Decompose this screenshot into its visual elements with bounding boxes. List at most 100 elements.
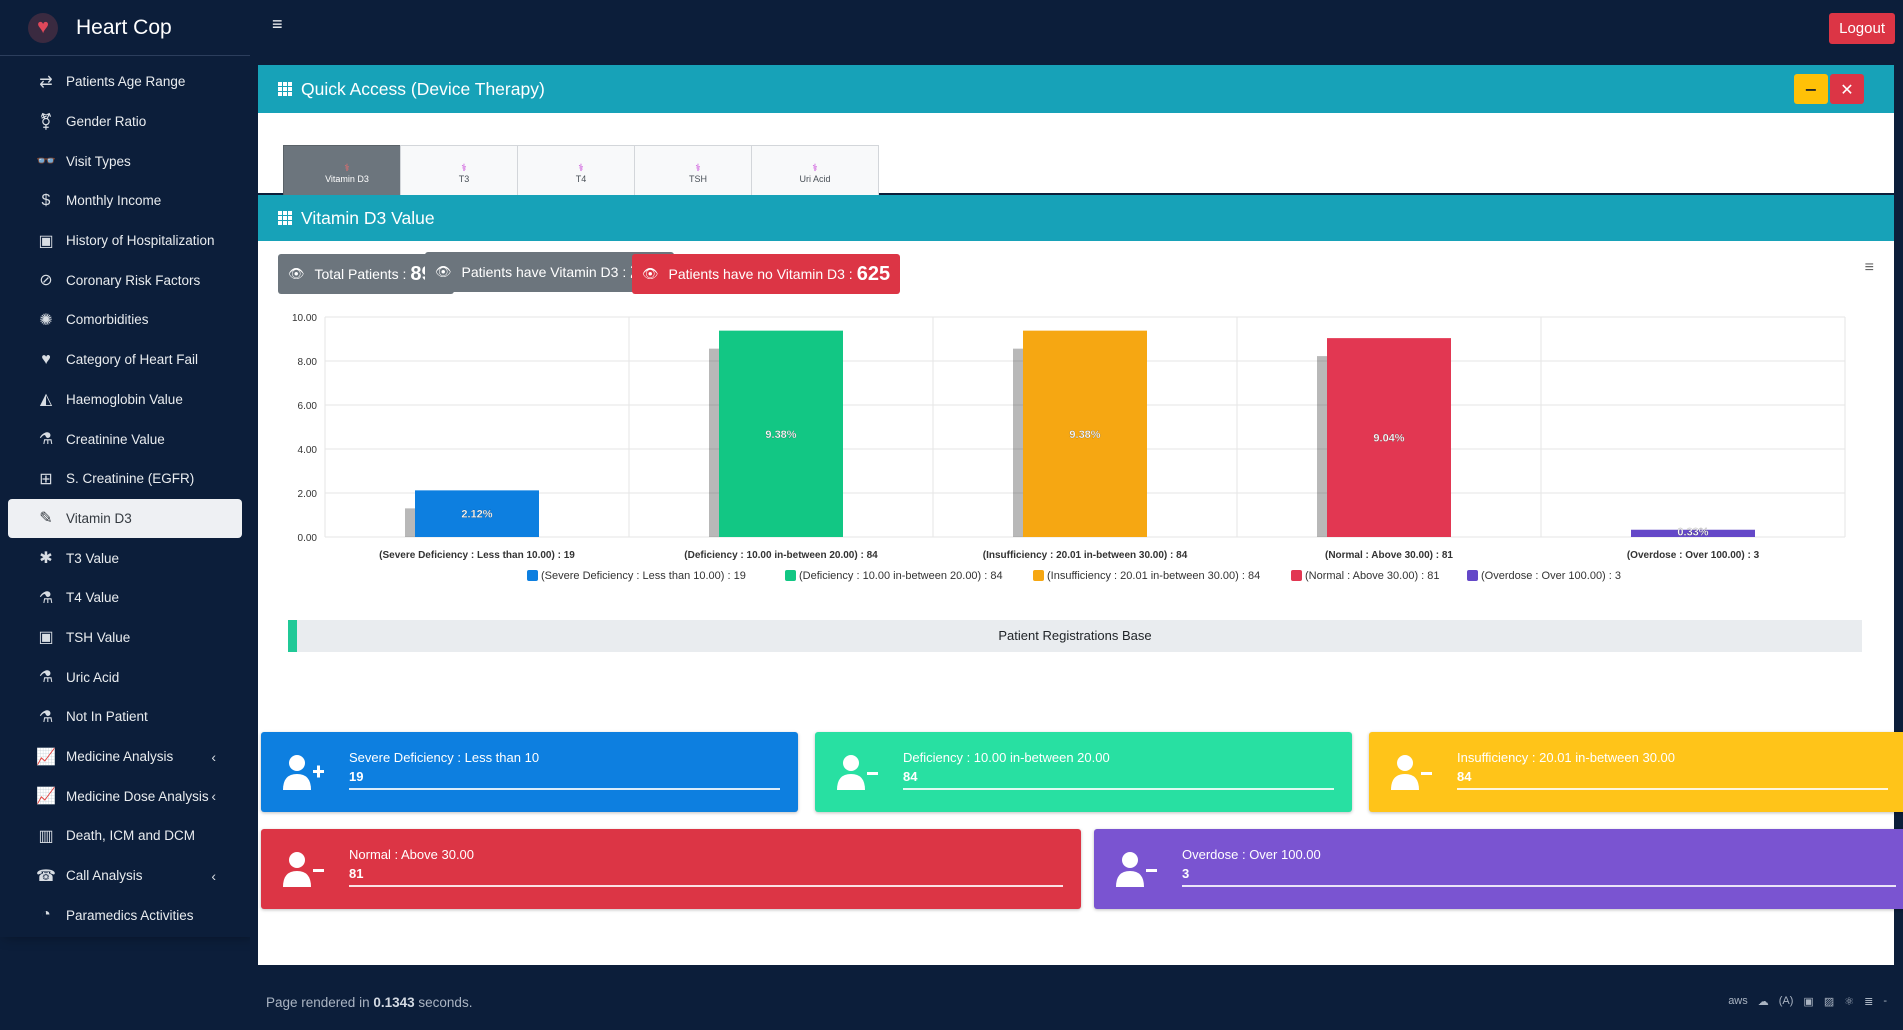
sidebar-item-coronary-risk-factors[interactable]: ⊘ Coronary Risk Factors <box>8 260 242 300</box>
flask-icon: ⚗ <box>38 431 54 449</box>
close-button[interactable]: ✕ <box>1830 74 1864 104</box>
sidebar-item-label: History of Hospitalization <box>66 233 215 249</box>
y-tick-label: 8.00 <box>298 357 318 368</box>
sidebar-nav: ⇄ Patients Age Range ⚧ Gender Ratio 👓 Visit T… <box>0 56 250 935</box>
quick-access-label: Uri Acid <box>799 173 831 184</box>
legend-swatch <box>1033 570 1044 581</box>
transgender-icon: ⚧ <box>39 113 53 131</box>
user-minus-icon <box>1391 755 1432 790</box>
sidebar-item-history-of-hospitalization[interactable]: ▣ History of Hospitalization <box>8 221 242 261</box>
sidebar-item-monthly-income[interactable]: $ Monthly Income <box>8 181 242 221</box>
sidebar-item-label: Medicine Dose Analysis <box>66 788 209 804</box>
sidebar-item-s-creatinine-egfr[interactable]: ⊞ S. Creatinine (EGFR) <box>8 459 242 499</box>
quick-access-t4[interactable]: ⚕ T4 <box>517 145 645 201</box>
line-chart-icon: 📈 <box>36 748 56 766</box>
sidebar-item-creatinine-value[interactable]: ⚗ Creatinine Value <box>8 419 242 459</box>
hamburger-menu-icon[interactable]: ≡ <box>272 14 283 34</box>
image-icon: ▨ <box>1823 996 1835 1008</box>
dollar-icon: $ <box>41 191 51 209</box>
chevron-left-icon[interactable]: ‹ <box>211 867 216 884</box>
quick-access-vitamin-d3[interactable]: ⚕ Vitamin D3 <box>283 145 411 201</box>
chevron-left-icon[interactable]: ‹ <box>211 748 216 765</box>
medical-icon: ⚕ <box>578 162 584 174</box>
sidebar-item-label: Paramedics Activities <box>66 907 194 923</box>
medical-icon: ⚕ <box>344 162 350 174</box>
virus-icon: ✺ <box>39 311 53 329</box>
y-tick-label: 6.00 <box>298 401 318 412</box>
info-box-normal[interactable]: Normal : Above 30.00 81 <box>261 829 1081 909</box>
b-icon: ▣ <box>1803 996 1814 1008</box>
brand[interactable]: ♥ Heart Cop <box>0 0 250 56</box>
asterisk-icon: ✱ <box>39 550 53 568</box>
chart-menu-icon[interactable]: ≡ <box>1864 259 1874 276</box>
info-box-label: Normal : Above 30.00 <box>349 847 475 862</box>
legend-swatch <box>527 570 538 581</box>
user-minus-icon <box>1116 852 1157 887</box>
bar-data-label: 9.04% <box>1373 433 1404 445</box>
ban-smoking-icon: ⊘ <box>39 272 53 290</box>
sidebar-item-label: Patients Age Range <box>66 74 186 90</box>
x-category-label: (Insufficiency : 20.01 in-between 30.00)… <box>983 550 1188 561</box>
quick-access-uri-acid[interactable]: ⚕ Uri Acid <box>751 145 879 201</box>
y-tick-label: 4.00 <box>298 445 318 456</box>
info-box-insufficiency[interactable]: Insufficiency : 20.01 in-between 30.00 84 <box>1369 732 1903 812</box>
clipboard-medical-icon: ▣ <box>38 232 54 250</box>
info-box-overdose[interactable]: Overdose : Over 100.00 3 <box>1094 829 1903 909</box>
sidebar-item-haemoglobin-value[interactable]: ◭ Haemoglobin Value <box>8 380 242 420</box>
collapse-button[interactable]: − <box>1794 74 1828 104</box>
sidebar-item-label: TSH Value <box>66 629 131 645</box>
sidebar-item-comorbidities[interactable]: ✺ Comorbidities <box>8 300 242 340</box>
bar <box>1023 330 1147 537</box>
sidebar-item-label: Visit Types <box>66 153 131 169</box>
quick-access-tsh[interactable]: ⚕ TSH <box>634 145 762 201</box>
sidebar-item-uric-acid[interactable]: ⚗ Uric Acid <box>8 657 242 697</box>
sidebar-item-t4-value[interactable]: ⚗ T4 Value <box>8 578 242 618</box>
sidebar-item-medicine-analysis[interactable]: 📈 Medicine Analysis ‹ <box>8 737 242 777</box>
tachometer-icon: ◔ <box>41 906 51 924</box>
legend-entry: (Severe Deficiency : Less than 10.00) : … <box>541 570 746 582</box>
progress-fill <box>288 620 298 652</box>
quick-access-t3[interactable]: ⚕ T3 <box>400 145 528 201</box>
sidebar-item-medicine-dose-analysis[interactable]: 📈 Medicine Dose Analysis ‹ <box>8 776 242 816</box>
sidebar-item-patients-age-range[interactable]: ⇄ Patients Age Range <box>8 62 242 102</box>
info-box-severe-deficiency[interactable]: Severe Deficiency : Less than 10 19 <box>261 732 798 812</box>
react-icon: ⚛ <box>1844 996 1855 1008</box>
sidebar-item-label: Call Analysis <box>66 868 143 884</box>
logout-button[interactable]: Logout <box>1829 13 1895 44</box>
sidebar-item-call-analysis[interactable]: ☎ Call Analysis ‹ <box>8 856 242 896</box>
info-box-label: Deficiency : 10.00 in-between 20.00 <box>903 750 1110 765</box>
cloud-icon: ☁ <box>1757 996 1769 1008</box>
y-tick-label: 10.00 <box>292 313 317 324</box>
sidebar-item-vitamin-d3[interactable]: ✎ Vitamin D3 <box>8 498 242 539</box>
info-box-value: 3 <box>1182 866 1190 881</box>
sidebar-item-category-of-heart-fail[interactable]: ♥ Category of Heart Fail <box>8 340 242 380</box>
sidebar-item-visit-types[interactable]: 👓 Visit Types <box>8 141 242 181</box>
render-time: Page rendered in 0.1343 seconds. <box>266 995 473 1010</box>
bar-data-label: 9.38% <box>1069 429 1100 441</box>
legend-swatch <box>1291 570 1302 581</box>
book-icon: ▥ <box>38 827 54 845</box>
a-icon: (A) <box>1778 995 1794 1007</box>
y-tick-label: 2.00 <box>298 489 318 500</box>
sidebar-item-t3-value[interactable]: ✱ T3 Value <box>8 538 242 578</box>
sidebar-item-label: Gender Ratio <box>66 114 147 130</box>
sidebar-item-tsh-value[interactable]: ▣ TSH Value <box>8 618 242 658</box>
stat-total-patients: 👁 Total Patients : 896 <box>278 254 454 294</box>
info-box-label: Severe Deficiency : Less than 10 <box>349 750 540 765</box>
info-box-progress <box>349 885 1063 887</box>
sidebar-item-not-in-patient[interactable]: ⚗ Not In Patient <box>8 697 242 737</box>
chevron-left-icon[interactable]: ‹ <box>211 788 216 805</box>
sidebar-item-death-icm-and-dcm[interactable]: ▥ Death, ICM and DCM <box>8 816 242 856</box>
glasses-icon: 👓 <box>36 153 56 171</box>
bar-data-label: 2.12% <box>461 509 492 521</box>
sidebar-item-gender-ratio[interactable]: ⚧ Gender Ratio <box>8 102 242 142</box>
x-category-label: (Deficiency : 10.00 in-between 20.00) : … <box>684 550 878 561</box>
info-box-value: 84 <box>903 769 918 784</box>
sidebar-item-paramedics-activities[interactable]: ◔ Paramedics Activities <box>8 895 242 935</box>
heartbeat-icon: ♥ <box>41 350 51 368</box>
bar <box>1631 529 1755 537</box>
info-box-progress <box>1457 788 1888 790</box>
sidebar-item-label: Category of Heart Fail <box>66 352 199 368</box>
sidebar-item-label: Uric Acid <box>66 669 120 685</box>
info-box-deficiency[interactable]: Deficiency : 10.00 in-between 20.00 84 <box>815 732 1352 812</box>
